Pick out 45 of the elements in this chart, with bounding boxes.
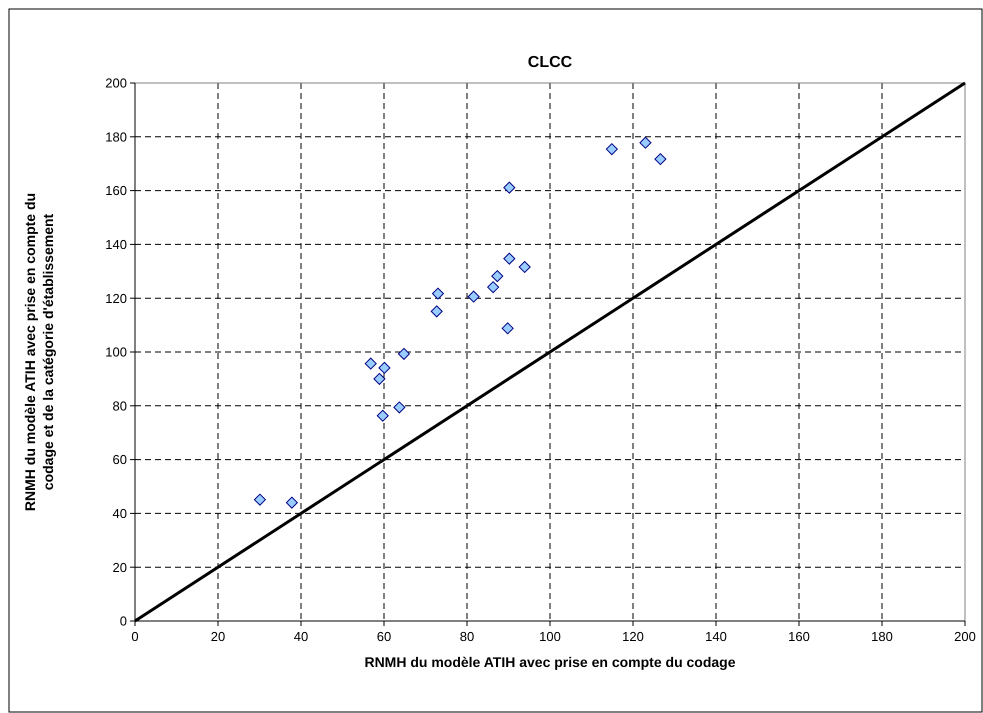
point (654, 153, 666, 166)
x-tick-label: 100 (539, 629, 561, 644)
y-tick-label: 100 (105, 344, 127, 360)
x-tick-label: 20 (210, 629, 226, 644)
y-tick-label: 180 (105, 129, 127, 144)
point (491, 270, 504, 282)
y-tick-label: 140 (105, 236, 127, 252)
point (373, 372, 386, 385)
point (518, 261, 531, 273)
x-tick-label: 200 (954, 629, 976, 644)
y-tick-label: 80 (112, 398, 127, 414)
point (468, 290, 480, 303)
y-tick-label: 60 (112, 452, 127, 468)
x-tick-label: 160 (788, 629, 810, 644)
x-axis-title: RNMH du modèle ATIH avec prise en compte du codage (364, 654, 736, 670)
point (606, 143, 618, 156)
x-tick-label: 120 (622, 629, 644, 644)
point (639, 136, 652, 149)
point (364, 358, 377, 370)
x-tick-label: 80 (460, 629, 474, 644)
y-axis-title: RNMH du modèle ATIH avec prise en compte du codage et de la catégorie d'établissement (22, 192, 56, 512)
point (430, 305, 443, 318)
point (376, 410, 389, 422)
chart-title: CLCC (528, 54, 573, 71)
point (393, 401, 406, 414)
x-tick-label: 60 (376, 629, 392, 644)
point (254, 494, 266, 506)
x-tick-label: 0 (131, 629, 139, 644)
x-tick-label: 180 (871, 629, 893, 644)
point (432, 288, 444, 300)
point (378, 362, 390, 374)
point (286, 496, 298, 509)
point (502, 322, 514, 334)
x-tick-label: 140 (705, 629, 727, 644)
y-tick-label: 0 (120, 614, 127, 629)
y-tick-label: 160 (105, 183, 127, 198)
point (503, 182, 516, 194)
y-tick-label: 40 (112, 506, 127, 521)
point (503, 252, 516, 265)
y-tick-label: 200 (105, 76, 127, 91)
y-tick-label: 20 (112, 560, 127, 575)
x-tick-label: 40 (294, 629, 308, 644)
y-tick-label: 120 (105, 290, 127, 306)
point (487, 281, 500, 294)
point (398, 348, 410, 360)
